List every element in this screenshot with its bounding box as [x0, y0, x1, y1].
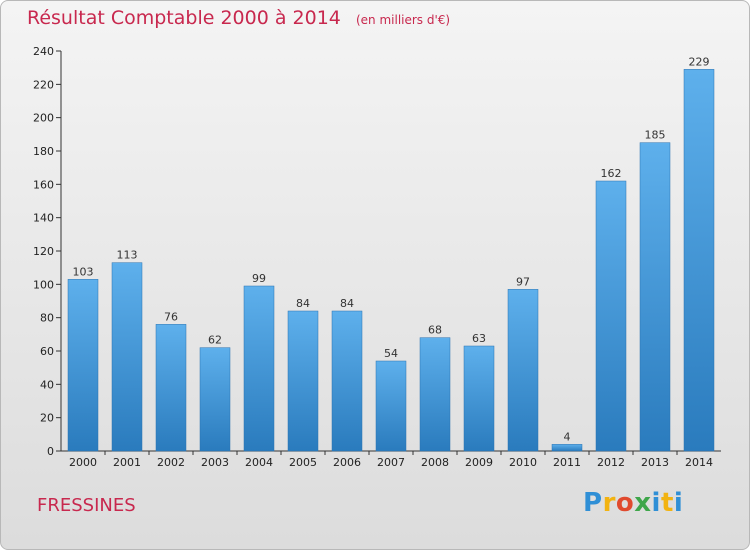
bar: [375, 360, 407, 452]
y-tick-label: 240: [33, 45, 54, 58]
x-tick-label: 2006: [333, 456, 361, 469]
x-tick-label: 2005: [289, 456, 317, 469]
bar: [639, 142, 671, 452]
bar: [463, 345, 495, 452]
x-tick-label: 2013: [641, 456, 669, 469]
bar: [243, 285, 275, 452]
bar: [111, 262, 143, 452]
logo-letter: i: [651, 488, 661, 518]
data-label: 99: [252, 272, 266, 285]
data-label: 68: [428, 324, 442, 337]
y-tick-label: 60: [40, 345, 54, 358]
y-tick-label: 140: [33, 212, 54, 225]
data-label: 113: [117, 249, 138, 262]
x-tick-label: 2011: [553, 456, 581, 469]
data-label: 63: [472, 332, 486, 345]
x-tick-label: 2001: [113, 456, 141, 469]
data-label: 54: [384, 347, 398, 360]
bar: [67, 279, 99, 452]
logo-letter: r: [602, 488, 616, 518]
x-tick-label: 2012: [597, 456, 625, 469]
x-tick-label: 2002: [157, 456, 185, 469]
x-tick-label: 2009: [465, 456, 493, 469]
bar: [287, 310, 319, 452]
x-tick-label: 2014: [685, 456, 713, 469]
data-label: 229: [689, 55, 710, 68]
proxiti-logo: Proxiti: [583, 488, 683, 518]
x-tick-label: 2007: [377, 456, 405, 469]
x-tick-label: 2004: [245, 456, 273, 469]
title-row: Résultat Comptable 2000 à 2014 (en milli…: [27, 7, 450, 29]
chart-unit: (en milliers d'€): [355, 13, 451, 27]
y-tick-label: 180: [33, 145, 54, 158]
y-tick-label: 0: [47, 445, 54, 458]
data-label: 103: [73, 265, 94, 278]
y-tick-label: 80: [40, 312, 54, 325]
bar: [683, 69, 715, 452]
bar: [507, 289, 539, 452]
x-tick-label: 2010: [509, 456, 537, 469]
logo-letter: t: [660, 488, 674, 518]
data-label: 62: [208, 334, 222, 347]
bar: [155, 324, 187, 452]
bar: [551, 444, 583, 452]
logo-letter: P: [583, 488, 603, 518]
y-tick-label: 160: [33, 178, 54, 191]
bar: [595, 180, 627, 452]
x-tick-label: 2000: [69, 456, 97, 469]
x-tick-label: 2008: [421, 456, 449, 469]
logo-letter: o: [615, 488, 635, 518]
y-tick-label: 220: [33, 78, 54, 91]
logo-letter: x: [634, 488, 652, 518]
data-label: 76: [164, 310, 178, 323]
data-label: 162: [601, 167, 622, 180]
logo-letter: i: [673, 488, 684, 518]
data-label: 84: [340, 297, 354, 310]
data-label: 185: [645, 129, 666, 142]
x-tick-label: 2003: [201, 456, 229, 469]
chart-title: Résultat Comptable 2000 à 2014: [27, 7, 341, 29]
bar: [331, 310, 363, 452]
y-tick-label: 100: [33, 278, 54, 291]
y-tick-label: 200: [33, 112, 54, 125]
data-label: 97: [516, 275, 530, 288]
y-tick-label: 40: [40, 378, 54, 391]
bar: [419, 337, 451, 452]
y-tick-label: 20: [40, 412, 54, 425]
data-label: 84: [296, 297, 310, 310]
bar: [199, 347, 231, 452]
data-label: 4: [564, 430, 571, 443]
y-tick-label: 120: [33, 245, 54, 258]
commune-name: FRESSINES: [37, 495, 136, 516]
